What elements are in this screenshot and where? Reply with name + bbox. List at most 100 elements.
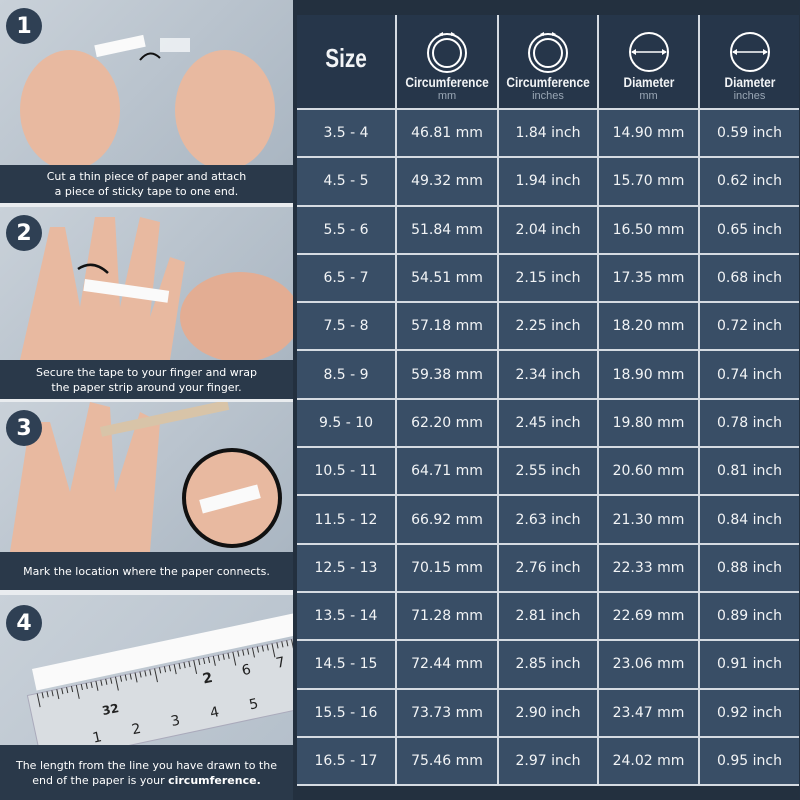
- cell-diameter-mm: 20.60 mm: [599, 448, 700, 497]
- hand-wrap-illustration: [20, 217, 293, 362]
- header-circumference-inches: Circumference inches: [499, 15, 599, 110]
- hands-paper-illustration: [20, 34, 275, 170]
- ruler-tick: [276, 642, 279, 649]
- cell-circumference-inches: 1.94 inch: [499, 158, 599, 207]
- caption-line: The length from the line you have drawn …: [15, 758, 277, 772]
- table-row: 6.5 - 7 54.51 mm 2.15 inch 17.35 mm 0.68 inc…: [297, 254, 799, 304]
- table-body: 3.5 - 4 46.81 mm 1.84 inch 14.90 mm 0.59 inc…: [297, 110, 799, 787]
- ruler-tick: [51, 690, 54, 697]
- step-2-panel: 2 Secure the tape to your finger and wra…: [0, 207, 293, 399]
- header-unit: mm: [437, 90, 457, 102]
- ring-circumference-icon: [528, 32, 568, 73]
- cell-diameter-mm: 15.70 mm: [599, 158, 700, 207]
- cell-size: 3.5 - 4: [297, 110, 397, 159]
- table-header-row: Size Circumference mm Circumference inch…: [297, 15, 799, 110]
- cell-circumference-mm: 71.28 mm: [397, 592, 499, 642]
- cell-size: 8.5 - 9: [297, 351, 397, 400]
- cell-circumference-mm: 75.46 mm: [397, 737, 499, 787]
- ruler-number: 1: [91, 729, 103, 745]
- cell-circumference-inches: 2.63 inch: [499, 496, 599, 545]
- table-row: 8.5 - 9 59.38 mm 2.34 inch 18.90 mm 0.74 inc…: [297, 351, 799, 400]
- ruler-tick: [281, 641, 284, 648]
- ruler-tick: [163, 666, 167, 673]
- step-badge: 2: [6, 215, 42, 251]
- ruler-number: 7: [275, 654, 287, 672]
- caption-line: Mark the location where the paper connec…: [23, 564, 270, 578]
- step-1-photo: [0, 0, 293, 170]
- cell-diameter-inches: 0.91 inch: [700, 641, 799, 690]
- ruler-tick: [114, 676, 119, 691]
- header-diameter-mm: Diameter mm: [599, 15, 700, 110]
- ruler-tick: [70, 686, 74, 693]
- ruler-tick: [266, 644, 269, 651]
- step-badge: 4: [6, 605, 42, 641]
- ruler-number: 6: [240, 662, 252, 680]
- ruler-tick: [119, 675, 123, 682]
- ring-size-table: Size Circumference mm Circumference inch…: [297, 15, 799, 787]
- caption-line: a piece of sticky tape to one end.: [54, 185, 239, 198]
- cell-diameter-mm: 16.50 mm: [599, 206, 700, 255]
- ruler-tick: [75, 684, 80, 699]
- cell-diameter-inches: 0.72 inch: [700, 303, 799, 352]
- header-title: Size: [325, 43, 367, 73]
- ruler-tick: [256, 646, 260, 653]
- ruler-tick: [36, 693, 41, 708]
- ruler-tick: [158, 667, 162, 674]
- ruler-tick: [85, 682, 88, 689]
- cell-circumference-inches: 2.34 inch: [499, 351, 599, 400]
- table-row: 14.5 - 15 72.44 mm 2.85 inch 23.06 mm 0.91 i…: [297, 641, 799, 690]
- step-badge: 3: [6, 410, 42, 446]
- header-title: Circumference: [405, 74, 489, 90]
- header-title: Diameter: [724, 74, 775, 90]
- ruler-paper-illustration: 32 1 2 3 4 5 2 6 7: [26, 612, 293, 765]
- ruler-tick: [291, 639, 293, 650]
- cell-size: 12.5 - 13: [297, 544, 397, 593]
- table-row: 4.5 - 5 49.32 mm 1.94 inch 15.70 mm 0.62 inc…: [297, 158, 799, 207]
- header-circumference-mm: Circumference mm: [397, 15, 499, 110]
- ruler-number: 3: [169, 713, 181, 731]
- cell-circumference-mm: 64.71 mm: [397, 448, 499, 497]
- cell-diameter-inches: 0.92 inch: [700, 689, 799, 738]
- ruler-tick: [212, 655, 216, 666]
- ruler-tick: [173, 664, 177, 675]
- ruler-number: 4: [209, 704, 221, 722]
- cell-circumference-inches: 2.55 inch: [499, 448, 599, 497]
- ruler-tick: [232, 651, 237, 666]
- ruler-tick: [56, 689, 60, 700]
- cell-circumference-mm: 46.81 mm: [397, 110, 499, 159]
- ruler-tick: [203, 657, 206, 665]
- ruler-tick: [207, 656, 211, 664]
- cell-circumference-inches: 2.15 inch: [499, 254, 599, 304]
- cell-size: 4.5 - 5: [297, 158, 397, 207]
- ruler-tick: [217, 654, 220, 661]
- cell-circumference-mm: 70.15 mm: [397, 544, 499, 593]
- ruler-tick: [183, 662, 186, 669]
- cell-diameter-inches: 0.81 inch: [700, 448, 799, 497]
- cell-diameter-inches: 0.65 inch: [700, 206, 799, 255]
- cell-diameter-inches: 0.88 inch: [700, 544, 799, 593]
- ruler-tick: [110, 677, 113, 684]
- table-row: 13.5 - 14 71.28 mm 2.81 inch 22.69 mm 0.89 i…: [297, 592, 799, 642]
- ruler-tick: [61, 688, 64, 695]
- cell-diameter-inches: 0.74 inch: [700, 351, 799, 400]
- cell-size: 16.5 - 17: [297, 737, 397, 787]
- ruler-tick: [95, 680, 99, 691]
- cell-size: 7.5 - 8: [297, 303, 397, 352]
- cell-circumference-mm: 54.51 mm: [397, 254, 499, 304]
- ruler-number: 32: [101, 701, 120, 718]
- cell-circumference-mm: 72.44 mm: [397, 641, 499, 690]
- step-2-caption: Secure the tape to your finger and wrap t…: [0, 360, 293, 399]
- ruler-tick: [80, 683, 83, 691]
- cell-circumference-inches: 2.85 inch: [499, 641, 599, 690]
- step-4-caption: The length from the line you have drawn …: [0, 745, 293, 800]
- cell-diameter-inches: 0.89 inch: [700, 592, 799, 642]
- cell-circumference-mm: 49.32 mm: [397, 158, 499, 207]
- caption-bold: circumference.: [168, 773, 261, 787]
- cell-size: 9.5 - 10: [297, 399, 397, 449]
- step-1-caption: Cut a thin piece of paper and attach a pi…: [0, 165, 293, 203]
- cell-diameter-inches: 0.95 inch: [700, 737, 799, 787]
- ruler-tick: [188, 661, 191, 668]
- step-3-panel: 3 Mark the location where the paper conn…: [0, 402, 293, 592]
- cell-diameter-mm: 19.80 mm: [599, 399, 700, 449]
- hand-mark-illustration: [10, 402, 282, 552]
